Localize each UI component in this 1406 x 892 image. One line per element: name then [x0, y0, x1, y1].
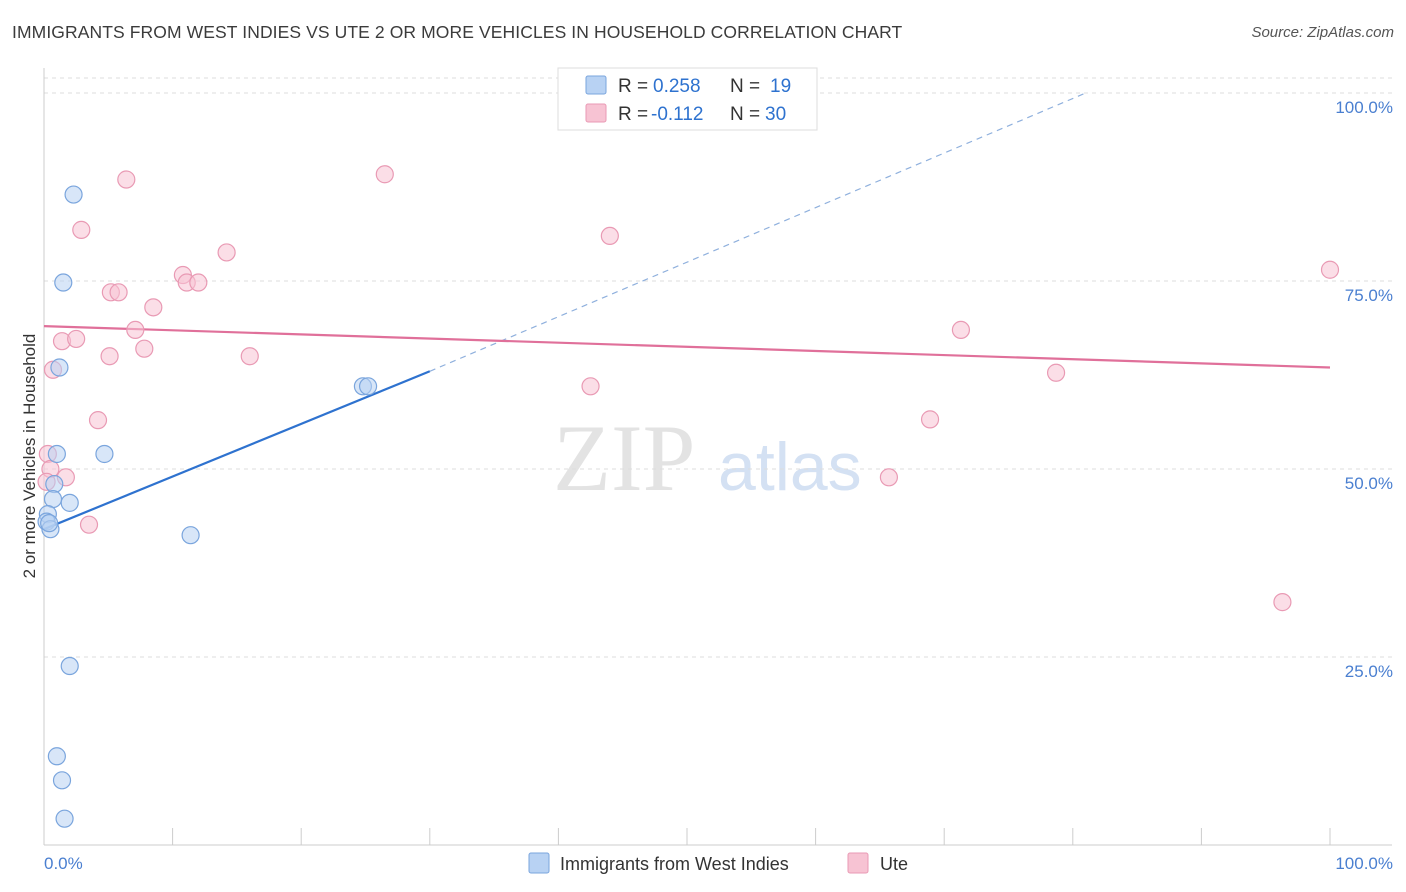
point-ute-3 — [72, 220, 91, 239]
watermark-zip: ZIP — [553, 405, 696, 511]
trend-line-west-indies-extension — [429, 92, 1086, 372]
y-axis-label: 2 or more Vehicles in Household — [20, 334, 39, 579]
correlation-legend: R = 0.258 N = 19 R = -0.112 N = 30 — [557, 67, 818, 131]
point-west-indies-18 — [40, 514, 59, 533]
point-ute-25 — [79, 515, 99, 534]
point-west-indies-9 — [60, 493, 79, 512]
point-west-indies-6 — [95, 444, 114, 464]
point-ute-11 — [144, 298, 163, 317]
point-ute-20 — [88, 411, 108, 430]
y-tick-label-100: 100.0% — [1335, 98, 1393, 117]
point-ute-12 — [126, 320, 145, 340]
point-west-indies-17 — [55, 809, 74, 828]
point-ute-16 — [100, 347, 119, 366]
legend-swatch-pink — [585, 103, 607, 123]
point-west-indies-4 — [358, 377, 378, 396]
point-west-indies-7 — [45, 474, 64, 494]
trend-line-ute — [43, 325, 1331, 369]
point-ute-26 — [879, 468, 899, 487]
y-tick-label-75: 75.0% — [1345, 286, 1393, 305]
y-tick-label-25: 25.0% — [1345, 662, 1393, 681]
point-ute-17 — [240, 347, 259, 366]
point-west-indies-0 — [64, 185, 83, 204]
point-ute-2 — [375, 165, 394, 184]
legend-n-label-2: N = — [730, 104, 760, 125]
trend-line-west-indies — [43, 370, 431, 531]
series-legend-swatch-west-indies — [528, 852, 550, 874]
point-ute-27 — [920, 410, 940, 429]
point-ute-8 — [189, 273, 208, 292]
point-west-indies-13 — [181, 526, 200, 545]
point-west-indies-2 — [50, 358, 69, 377]
watermark-atlas: atlas — [718, 429, 862, 505]
x-tick-label-min: 0.0% — [44, 854, 83, 873]
legend-n-value-2: 30 — [765, 104, 786, 125]
point-west-indies-14 — [60, 656, 79, 676]
chart-title: IMMIGRANTS FROM WEST INDIES VS UTE 2 OR … — [12, 22, 903, 42]
point-ute-29 — [1046, 363, 1066, 382]
series-legend-label-ute: Ute — [880, 854, 908, 874]
point-ute-19 — [581, 377, 600, 396]
point-ute-5 — [217, 243, 236, 262]
series-legend-label-west-indies: Immigrants from West Indies — [560, 854, 789, 874]
series-legend: Immigrants from West Indies Ute — [528, 852, 908, 874]
point-west-indies-16 — [52, 771, 72, 790]
point-west-indies-8 — [43, 489, 63, 509]
point-west-indies-15 — [47, 747, 66, 766]
series-legend-swatch-ute — [847, 852, 869, 874]
legend-swatch-blue — [585, 75, 607, 95]
grid-lines — [44, 77, 1392, 658]
point-ute-15 — [135, 339, 154, 358]
legend-r-value-2: -0.112 — [651, 104, 703, 125]
y-tick-label-50: 50.0% — [1345, 474, 1393, 493]
point-west-indies-5 — [47, 444, 66, 464]
trend-lines — [43, 92, 1331, 531]
point-ute-14 — [67, 329, 86, 349]
legend-n-label-1: N = — [730, 76, 760, 97]
point-ute-28 — [951, 320, 971, 340]
point-ute-31 — [1320, 260, 1340, 279]
legend-r-label-1: R = — [618, 76, 648, 97]
legend-n-value-1: 19 — [770, 76, 791, 97]
point-ute-1 — [117, 170, 136, 189]
legend-r-value-1: 0.258 — [653, 76, 701, 97]
point-ute-10 — [109, 283, 128, 302]
x-axis-ticks — [43, 828, 1331, 845]
point-west-indies-1 — [54, 273, 73, 292]
source-credit: Source: ZipAtlas.com — [1251, 24, 1394, 41]
data-points — [37, 83, 1340, 828]
x-tick-label-max: 100.0% — [1335, 854, 1393, 873]
y-tick-labels: 25.0% 50.0% 75.0% 100.0% — [1335, 98, 1393, 681]
point-ute-4 — [600, 226, 619, 246]
legend-r-label-2: R = — [618, 104, 648, 125]
point-ute-30 — [1273, 593, 1292, 612]
